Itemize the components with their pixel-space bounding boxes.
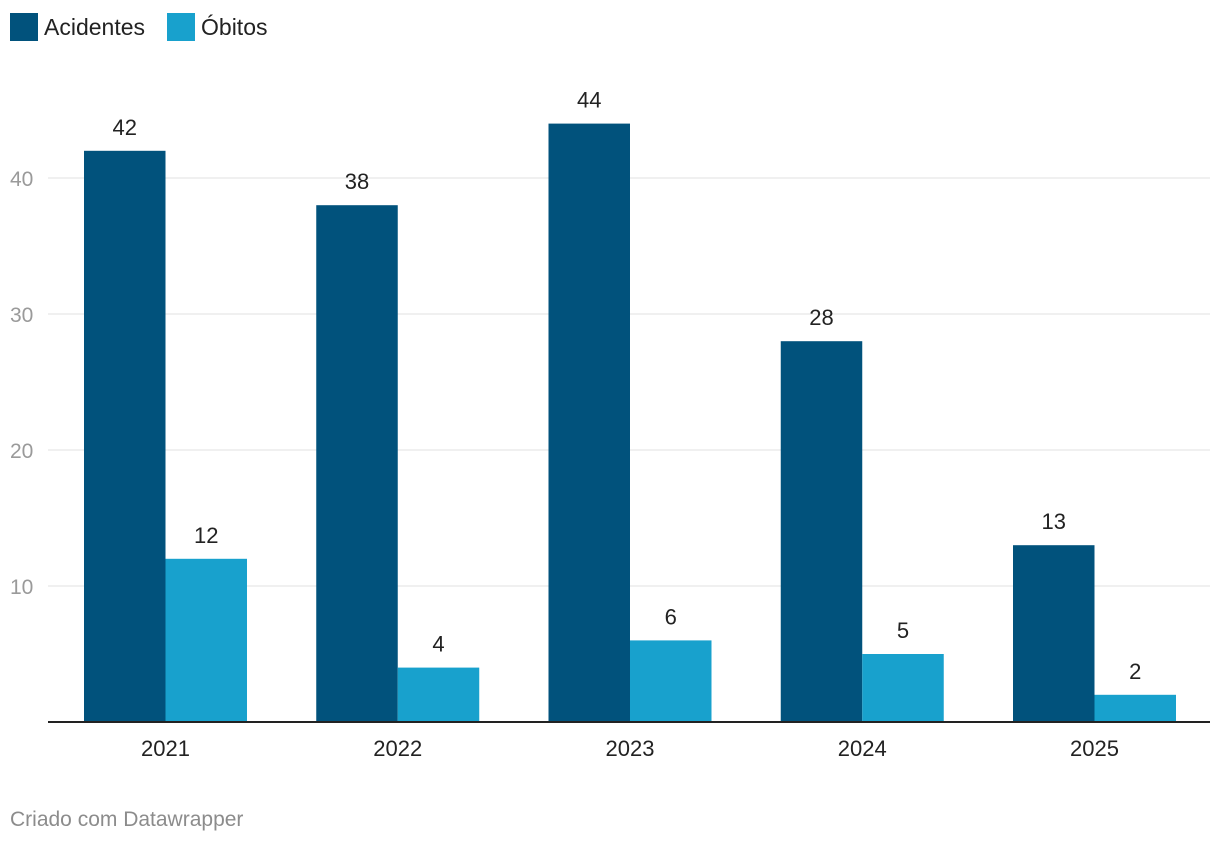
- bar-acidentes-2023: [548, 123, 630, 723]
- data-label: 42: [113, 115, 137, 140]
- bar-obitos-2025: [1094, 694, 1176, 722]
- y-tick-label: 20: [10, 440, 33, 463]
- data-label: 6: [665, 604, 677, 629]
- x-tick-label: 2021: [141, 736, 190, 761]
- data-label: 38: [345, 169, 369, 194]
- x-tick-label: 2024: [838, 736, 887, 761]
- legend-label-acidentes: Acidentes: [44, 13, 146, 40]
- bar-acidentes-2024: [780, 341, 863, 722]
- bar-acidentes-2025: [1013, 545, 1095, 722]
- legend-swatch-acidentes: [10, 13, 38, 41]
- bar-acidentes-2021: [84, 150, 166, 723]
- y-tick-label: 30: [10, 304, 33, 327]
- bar-obitos-2024: [862, 654, 944, 722]
- data-label: 13: [1042, 509, 1066, 534]
- bar-obitos-2021: [165, 558, 247, 722]
- legend-item-obitos: Óbitos: [167, 13, 268, 41]
- x-tick-label: 2025: [1070, 736, 1119, 761]
- data-label: 2: [1129, 659, 1141, 684]
- x-tick-label: 2022: [373, 736, 422, 761]
- x-tick-label: 2023: [606, 736, 655, 761]
- bar-obitos-2022: [397, 667, 480, 722]
- legend-item-acidentes: Acidentes: [10, 13, 145, 41]
- bar-obitos-2023: [630, 640, 712, 722]
- data-label: 28: [809, 305, 833, 330]
- y-tick-label: 40: [10, 168, 33, 191]
- data-label: 12: [194, 523, 218, 548]
- bar-chart: 10 20 30 40 42 12 2021 38 4 2022 44 6 2023 28 5 2024 13 2…: [10, 88, 1210, 761]
- y-tick-label: 10: [10, 576, 33, 599]
- legend-label-obitos: Óbitos: [201, 13, 268, 40]
- bar-acidentes-2022: [316, 205, 398, 722]
- footer-credit: Criado com Datawrapper: [10, 808, 244, 831]
- chart-legend: Acidentes Óbitos: [10, 13, 268, 41]
- data-label: 44: [577, 88, 601, 113]
- legend-swatch-obitos: [167, 13, 196, 41]
- data-label: 5: [897, 618, 909, 643]
- data-label: 4: [432, 632, 444, 657]
